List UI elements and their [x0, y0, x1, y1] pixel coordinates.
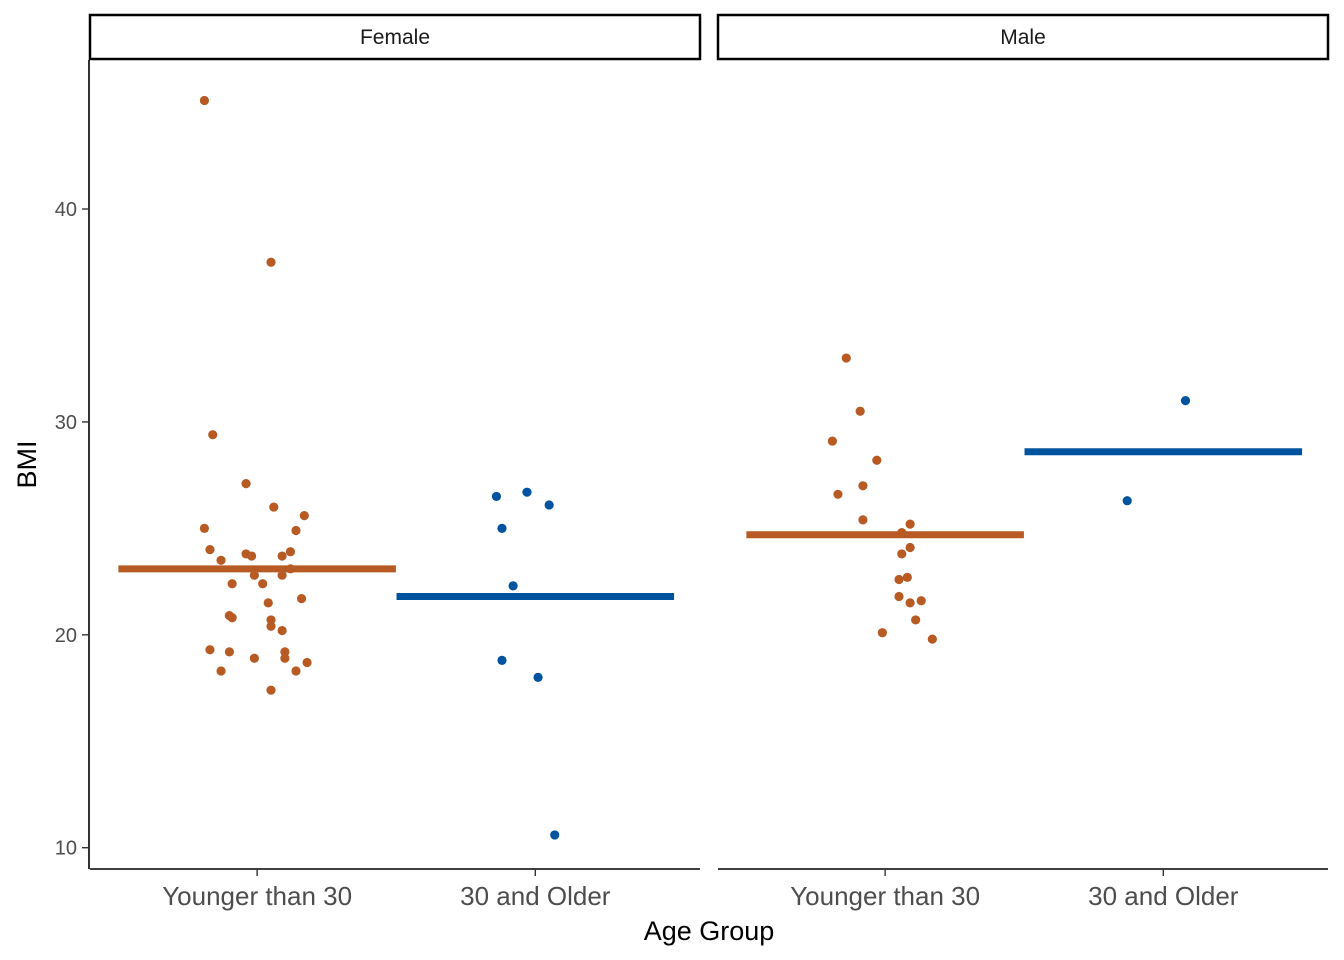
point-female-younger-than-30-31 — [302, 657, 312, 668]
x-tick-label-female-younger-than-30: Younger than 30 — [162, 881, 352, 911]
point-male-younger-than-30-2 — [827, 436, 838, 446]
point-female-younger-than-30-12 — [277, 551, 287, 561]
point-male-younger-than-30-16 — [911, 615, 921, 625]
point-male-younger-than-30-1 — [855, 406, 865, 416]
point-female-30-and-older-1 — [522, 487, 532, 497]
point-female-younger-than-30-30 — [280, 653, 290, 663]
point-male-younger-than-30-12 — [894, 574, 904, 585]
point-male-younger-than-30-14 — [905, 598, 915, 608]
data-points — [199, 95, 1191, 840]
point-female-younger-than-30-17 — [227, 579, 237, 589]
y-tick-label-10: 10 — [55, 838, 77, 860]
point-female-younger-than-30-20 — [263, 598, 273, 608]
point-male-younger-than-30-18 — [927, 634, 937, 644]
y-axis-title: BMI — [12, 440, 42, 488]
point-male-30-and-older-1 — [1180, 396, 1191, 406]
point-female-younger-than-30-0 — [199, 95, 210, 106]
point-male-younger-than-30-8 — [897, 528, 907, 538]
facet-strips: Female Male — [88, 13, 1330, 61]
facet-label-male: Male — [1000, 26, 1046, 49]
point-female-younger-than-30-34 — [266, 685, 276, 695]
y-tick-label-40: 40 — [55, 199, 77, 221]
x-axis-title: Age Group — [644, 916, 775, 946]
point-male-younger-than-30-13 — [894, 591, 904, 602]
point-female-30-and-older-5 — [497, 655, 507, 665]
point-male-younger-than-30-4 — [858, 481, 868, 491]
point-female-younger-than-30-33 — [291, 666, 301, 676]
point-female-younger-than-30-28 — [280, 647, 290, 657]
point-female-younger-than-30-1 — [266, 257, 276, 267]
point-female-younger-than-30-6 — [199, 523, 210, 533]
y-tick-label-20: 20 — [55, 625, 77, 647]
point-female-younger-than-30-3 — [241, 479, 251, 489]
point-female-younger-than-30-14 — [285, 564, 296, 574]
point-male-younger-than-30-11 — [902, 572, 912, 582]
point-male-younger-than-30-3 — [872, 455, 882, 465]
point-female-younger-than-30-23 — [266, 615, 276, 625]
y-tick-label-30: 30 — [55, 412, 77, 434]
point-male-younger-than-30-7 — [905, 519, 915, 529]
point-female-younger-than-30-11 — [246, 551, 257, 561]
point-female-younger-than-30-19 — [296, 594, 307, 604]
facet-label-female: Female — [360, 26, 430, 49]
mean-bars — [118, 448, 1303, 600]
point-female-30-and-older-3 — [497, 523, 507, 533]
point-female-younger-than-30-7 — [291, 525, 301, 536]
point-female-younger-than-30-18 — [258, 579, 268, 589]
point-female-30-and-older-7 — [550, 830, 560, 840]
point-male-younger-than-30-0 — [841, 353, 851, 363]
point-female-younger-than-30-8 — [205, 545, 215, 555]
point-female-younger-than-30-24 — [266, 621, 276, 631]
point-female-younger-than-30-25 — [277, 625, 287, 636]
point-male-younger-than-30-6 — [858, 515, 868, 525]
point-female-younger-than-30-22 — [227, 613, 237, 623]
axes: Younger than 30 30 and Older Younger than … — [55, 60, 1328, 911]
point-female-younger-than-30-13 — [216, 555, 226, 565]
point-female-younger-than-30-5 — [299, 510, 309, 521]
point-female-younger-than-30-29 — [249, 653, 259, 663]
point-male-younger-than-30-15 — [916, 596, 926, 606]
facet-strip-male — [716, 13, 1330, 61]
point-female-30-and-older-6 — [533, 672, 543, 682]
point-female-younger-than-30-15 — [249, 570, 259, 580]
point-female-younger-than-30-2 — [208, 430, 218, 440]
point-male-younger-than-30-5 — [833, 489, 843, 499]
x-tick-label-female-30-and-older: 30 and Older — [460, 881, 611, 911]
point-female-younger-than-30-16 — [277, 570, 287, 580]
point-female-30-and-older-0 — [491, 491, 502, 502]
point-male-30-and-older-0 — [1122, 496, 1132, 506]
point-male-younger-than-30-9 — [905, 542, 915, 553]
point-female-younger-than-30-26 — [205, 645, 215, 655]
point-female-younger-than-30-9 — [285, 547, 296, 557]
point-female-younger-than-30-32 — [216, 666, 226, 676]
x-tick-label-male-younger-than-30: Younger than 30 — [790, 881, 980, 911]
point-female-30-and-older-4 — [508, 581, 518, 591]
point-female-30-and-older-2 — [544, 500, 554, 510]
x-tick-label-male-30-and-older: 30 and Older — [1088, 881, 1239, 911]
facet-strip-female — [88, 13, 702, 61]
point-male-younger-than-30-17 — [877, 628, 887, 638]
point-female-younger-than-30-4 — [269, 502, 279, 512]
point-female-younger-than-30-27 — [224, 647, 234, 657]
point-male-younger-than-30-10 — [897, 549, 907, 559]
